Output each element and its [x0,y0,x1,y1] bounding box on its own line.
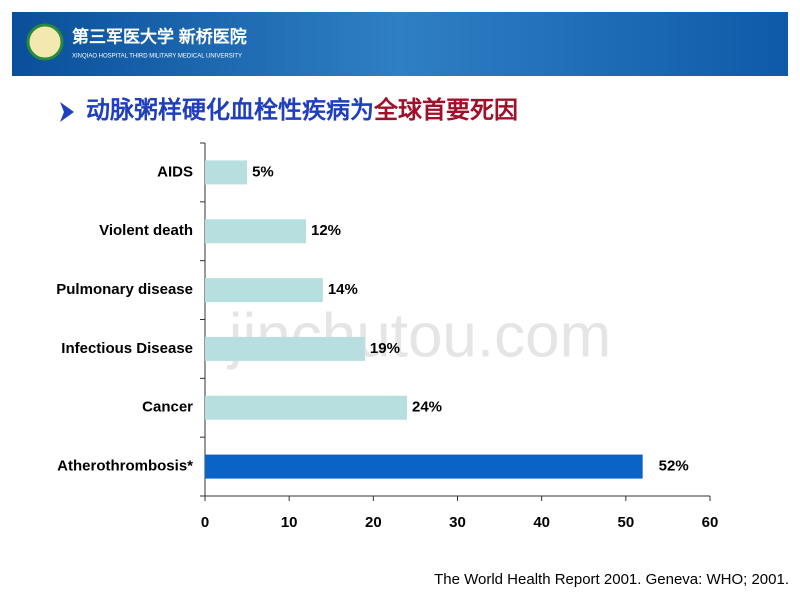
bullet-arrow [60,102,74,122]
x-tick-label: 50 [617,514,634,531]
bar [205,395,407,420]
bar [205,454,643,479]
x-tick-label: 40 [533,514,550,531]
x-tick-label: 10 [281,514,298,531]
plot: 0 10 20 30 40 50 60 AIDS 5% Violent death 12% Pulmo… [56,142,719,531]
y-tick-label: Pulmonary disease [56,281,193,298]
x-tick-label: 60 [702,514,719,531]
value-label: 14% [328,281,358,298]
bar [205,278,323,303]
header-band [12,12,788,76]
y-tick-label: AIDS [157,163,193,180]
value-label: 12% [311,222,341,239]
hospital-name: 第三军医大学 新桥医院 [72,26,247,46]
bar [205,336,365,361]
value-label: 24% [412,399,442,416]
value-label: 52% [659,458,689,475]
y-tick-label: Infectious Disease [61,340,193,357]
value-label: 5% [252,163,274,180]
bar [205,160,248,185]
y-tick-label: Cancer [142,399,193,416]
x-tick-label: 30 [449,514,466,531]
x-tick-label: 0 [201,514,209,531]
slide-title: 动脉粥样硬化血栓性疾病为全球首要死因 [86,96,518,124]
logo [26,23,64,61]
hospital-subname: XINQIAO HOSPITAL THIRD MILITARY MEDICAL … [72,54,242,60]
y-tick-label: Violent death [99,222,193,239]
bar [205,219,306,244]
y-tick-label: Atherothrombosis* [57,458,193,475]
source-note: The World Health Report 2001. Geneva: WH… [434,571,789,588]
title-part: 全球首要死因 [373,96,518,124]
x-tick-label: 20 [365,514,382,531]
title-part: 动脉粥样硬化血栓性疾病为 [86,96,374,124]
value-label: 19% [370,340,400,357]
